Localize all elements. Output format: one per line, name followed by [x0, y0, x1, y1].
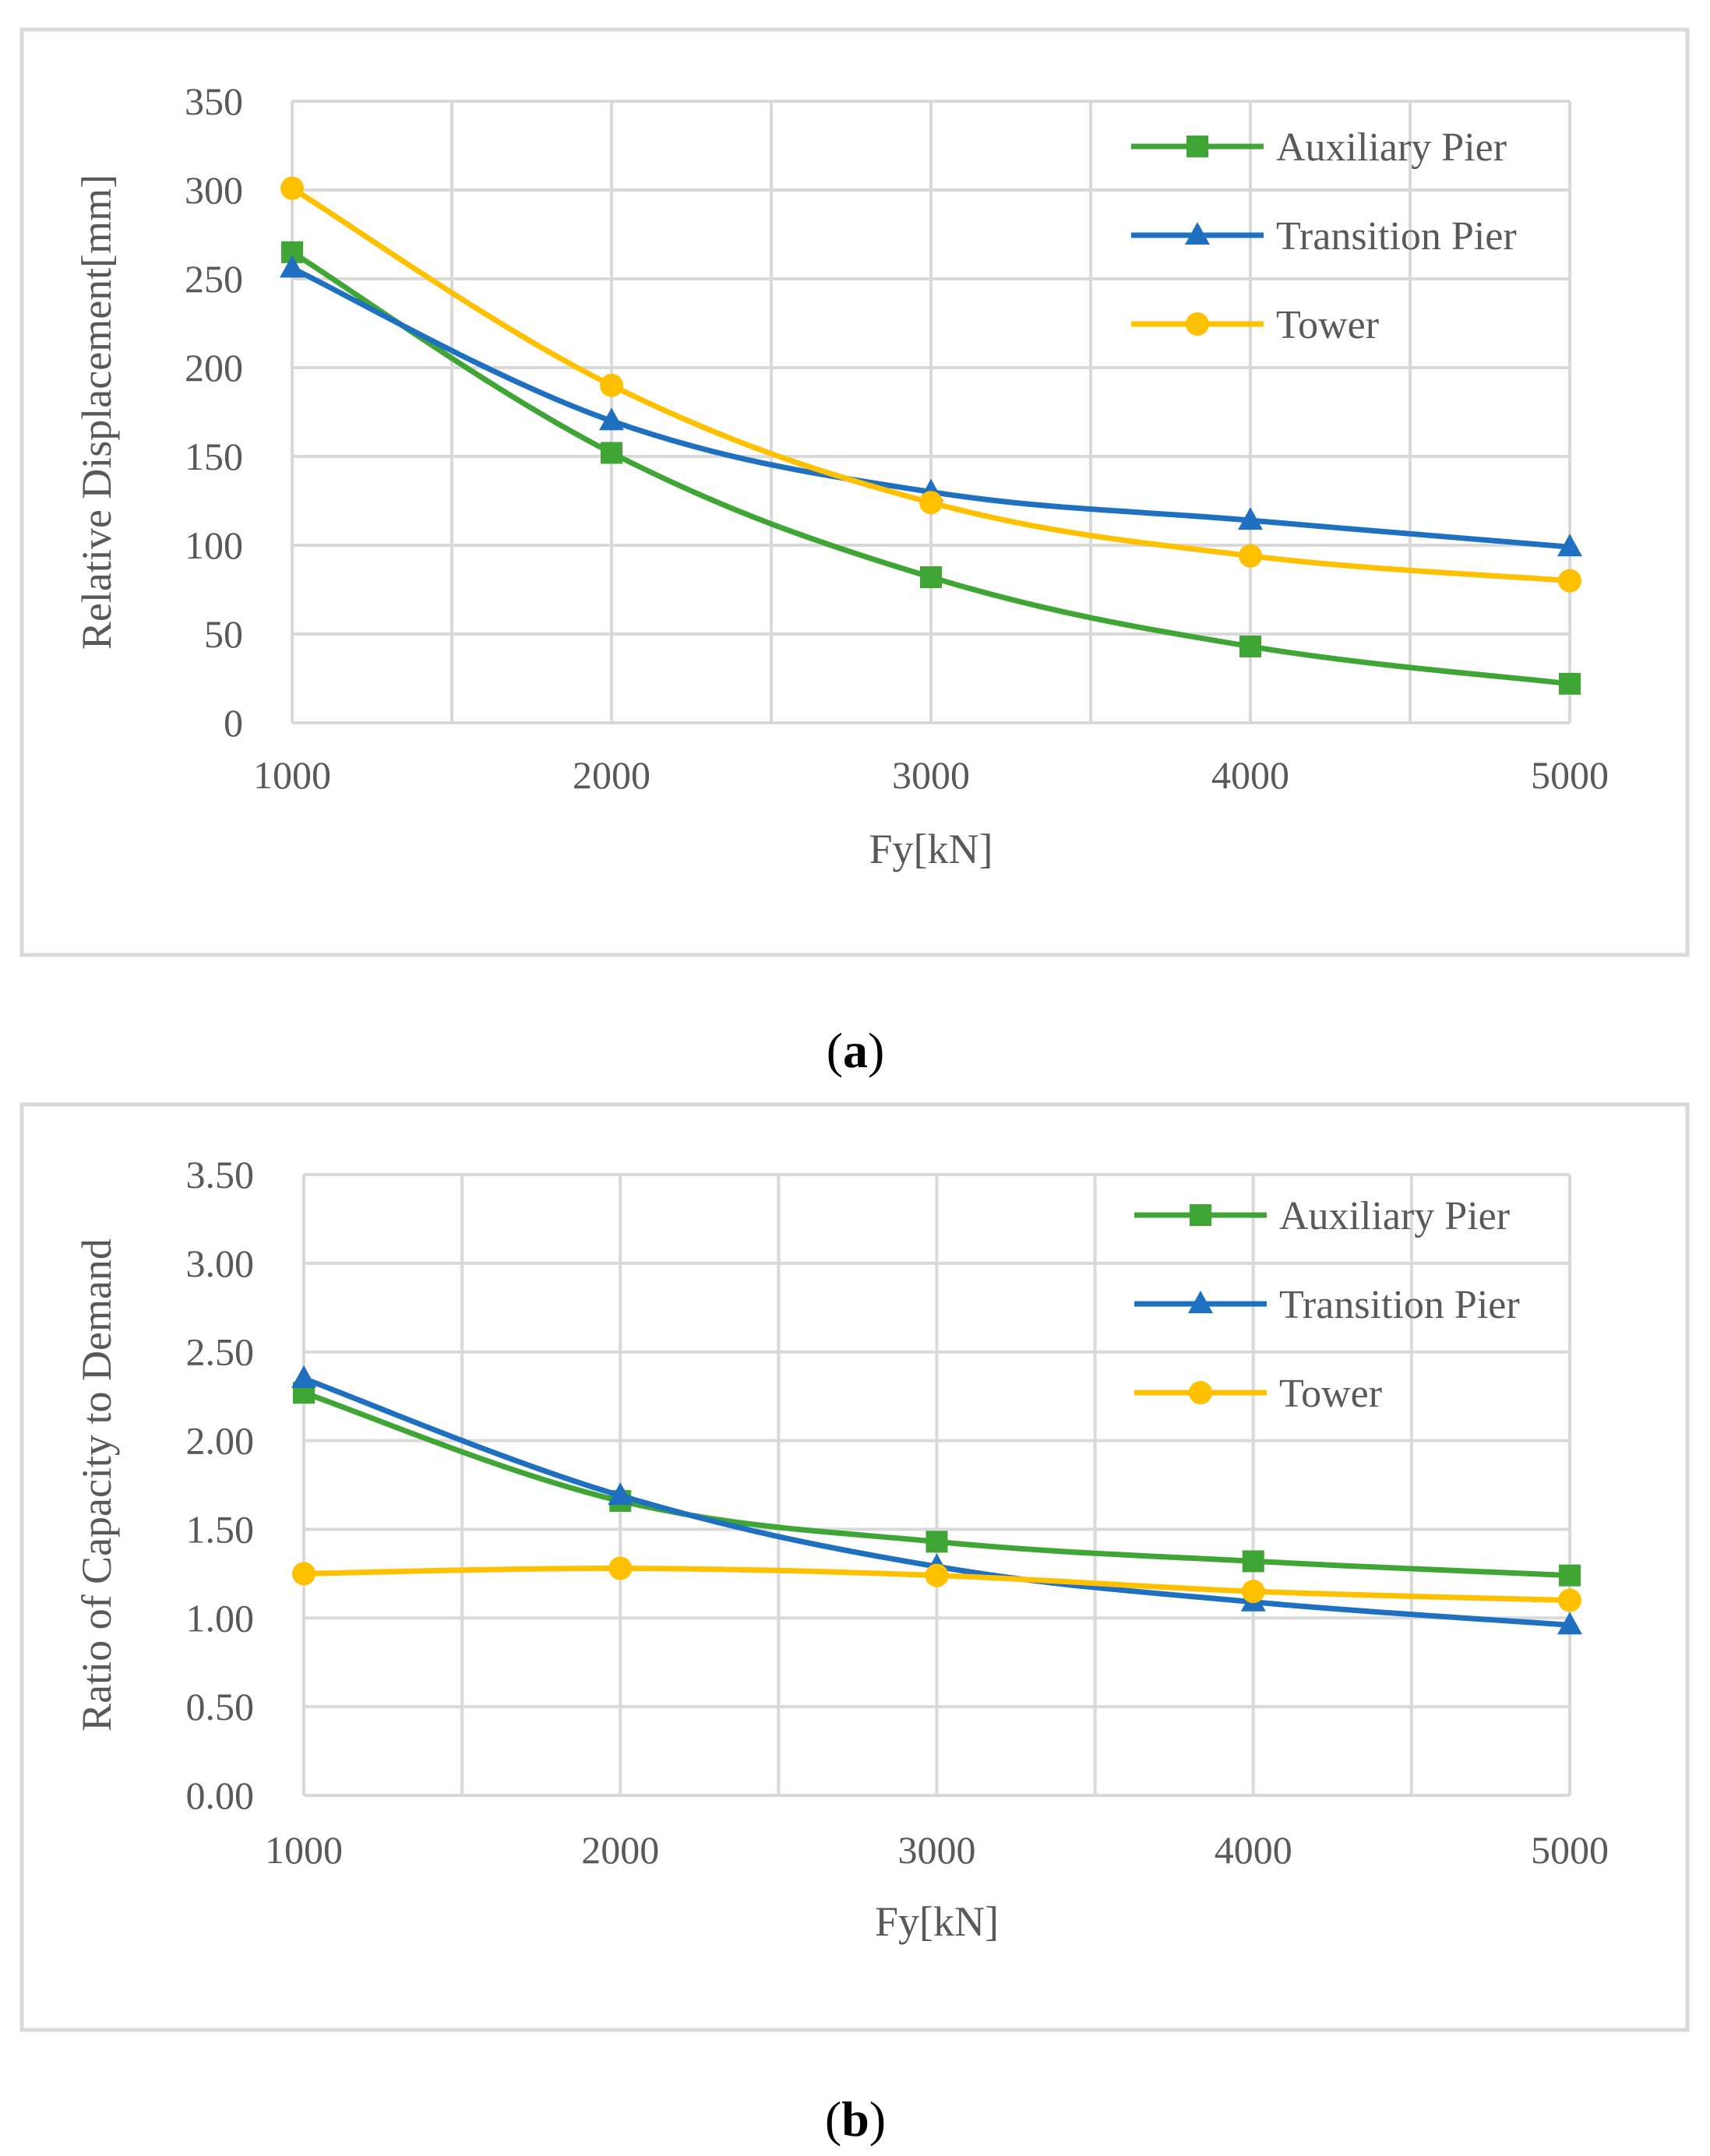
x-tick-label: 5000 — [1531, 1828, 1609, 1872]
data-point-tower — [919, 491, 943, 515]
y-tick-label: 0.50 — [186, 1685, 255, 1728]
y-tick-label: 350 — [185, 79, 243, 123]
panel-letter: b — [841, 2091, 869, 2147]
x-tick-label: 1000 — [265, 1828, 343, 1872]
legend: Auxiliary Pier Transition Pier Tower — [1131, 125, 1517, 347]
x-axis-title: Fy[kN] — [869, 826, 993, 872]
data-point-transition-pier — [599, 407, 624, 431]
legend-marker — [1186, 312, 1209, 336]
chart-panel-a: 0 50 100 150 200 250 300 350 1000 2000 3000 4000 500… — [19, 27, 1690, 1078]
data-point-tower — [608, 1556, 633, 1580]
data-point-auxiliary-pier — [1559, 672, 1581, 695]
data-point-auxiliary-pier — [1242, 1550, 1264, 1573]
legend-marker — [1190, 1204, 1211, 1226]
data-point-auxiliary-pier — [926, 1531, 948, 1553]
y-tick-label: 150 — [185, 435, 243, 478]
x-tick-label: 2000 — [573, 753, 651, 797]
x-axis-title: Fy[kN] — [875, 1898, 999, 1945]
y-tick-label: 3.50 — [186, 1153, 255, 1196]
data-point-tower — [292, 1562, 316, 1586]
data-point-transition-pier — [291, 1365, 316, 1388]
y-tick-label: 2.50 — [186, 1330, 255, 1374]
series-tower — [280, 176, 1581, 593]
panel-caption: (b) — [825, 2091, 886, 2147]
y-tick-label: 0.00 — [186, 1774, 255, 1817]
data-point-tower — [925, 1563, 949, 1587]
legend-item: Transition Pier — [1134, 1283, 1520, 1327]
data-point-tower — [600, 373, 623, 397]
y-tick-label: 0 — [224, 701, 243, 745]
x-tick-label: 1000 — [253, 753, 331, 797]
x-tick-label: 3000 — [892, 753, 970, 797]
data-point-auxiliary-pier — [1559, 1564, 1581, 1587]
data-point-tower — [280, 176, 304, 200]
data-point-tower — [1558, 1588, 1581, 1612]
y-axis-title: Relative Displacement[mm] — [73, 174, 120, 650]
gridlines — [291, 100, 1571, 724]
legend-item: Tower — [1131, 303, 1379, 347]
data-point-transition-pier — [608, 1482, 633, 1506]
y-axis-title: Ratio of Capacity to Demand — [73, 1238, 120, 1731]
legend-label: Tower — [1276, 303, 1379, 347]
x-tick-label: 4000 — [1215, 1828, 1292, 1872]
legend-marker — [1185, 222, 1210, 245]
data-point-auxiliary-pier — [601, 442, 622, 464]
legend-item: Auxiliary Pier — [1131, 125, 1507, 170]
data-point-auxiliary-pier — [920, 566, 942, 589]
y-tick-label: 1.50 — [186, 1507, 255, 1551]
y-tick-label: 1.00 — [186, 1596, 255, 1640]
series-tower — [292, 1556, 1581, 1612]
data-point-tower — [1558, 569, 1581, 593]
legend-label: Transition Pier — [1279, 1283, 1520, 1327]
legend-label: Auxiliary Pier — [1279, 1194, 1510, 1238]
x-tick-label: 4000 — [1211, 753, 1289, 797]
legend-marker — [1188, 1291, 1213, 1313]
legend-label: Auxiliary Pier — [1276, 125, 1507, 170]
data-point-tower — [1241, 1580, 1265, 1604]
legend-marker — [1186, 136, 1208, 157]
legend-item: Transition Pier — [1131, 214, 1517, 259]
legend-item: Tower — [1134, 1372, 1382, 1416]
x-tick-label: 3000 — [898, 1828, 976, 1872]
data-point-auxiliary-pier — [1239, 635, 1261, 657]
chart-panel-b: 0.00 0.50 1.00 1.50 2.00 2.50 3.00 3.50 1000 2000… — [19, 1102, 1690, 2147]
y-tick-label: 200 — [185, 346, 243, 389]
legend-label: Transition Pier — [1276, 214, 1517, 259]
series-auxiliary-pier — [281, 241, 1581, 695]
x-tick-label: 2000 — [581, 1828, 659, 1872]
y-tick-label: 2.00 — [186, 1419, 255, 1463]
data-point-transition-pier — [1238, 507, 1263, 530]
y-tick-label: 250 — [185, 257, 243, 301]
y-tick-label: 50 — [204, 612, 243, 656]
y-tick-label: 100 — [185, 523, 243, 567]
data-point-transition-pier — [1557, 1612, 1582, 1635]
data-point-transition-pier — [1557, 534, 1582, 557]
gridlines — [302, 1173, 1571, 1797]
x-tick-label: 5000 — [1531, 753, 1609, 797]
legend-item: Auxiliary Pier — [1134, 1194, 1510, 1238]
panel-letter: a — [843, 1023, 868, 1078]
data-point-tower — [1239, 544, 1262, 568]
y-tick-label: 300 — [185, 168, 243, 212]
data-point-transition-pier — [280, 255, 305, 278]
legend: Auxiliary Pier Transition Pier Tower — [1134, 1194, 1520, 1416]
legend-label: Tower — [1279, 1372, 1382, 1416]
panel-caption: (a) — [827, 1023, 885, 1078]
legend-marker — [1189, 1381, 1212, 1404]
y-tick-label: 3.00 — [186, 1242, 255, 1285]
